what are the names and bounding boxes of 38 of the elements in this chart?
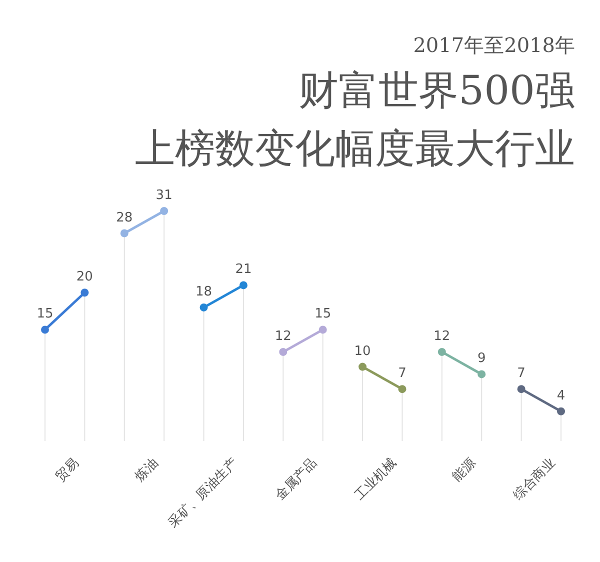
x-tick-label: 贸易 bbox=[53, 456, 82, 485]
point bbox=[200, 303, 208, 312]
data-label: 10 bbox=[354, 344, 371, 359]
data-label: 31 bbox=[156, 188, 172, 203]
x-tick-label: 综合商业 bbox=[510, 456, 558, 504]
x-tick-label: 采矿、原油生产 bbox=[166, 456, 241, 531]
data-label: 12 bbox=[434, 328, 450, 344]
x-tick-label: 工业机械 bbox=[352, 456, 400, 504]
chart-subtitle: 上榜数变化幅度最大行业 bbox=[135, 126, 575, 172]
point bbox=[438, 348, 446, 356]
point bbox=[160, 207, 168, 215]
point bbox=[80, 288, 89, 297]
point bbox=[358, 362, 367, 371]
data-label: 18 bbox=[195, 284, 212, 300]
text: 2017年至2018年 bbox=[413, 33, 575, 57]
point bbox=[41, 326, 49, 334]
point bbox=[398, 385, 406, 394]
chart-title: 财富世界500强 bbox=[298, 68, 575, 114]
x-tick-label: 能源 bbox=[450, 456, 479, 485]
data-label: 7 bbox=[517, 366, 526, 382]
data-label: 20 bbox=[76, 270, 93, 285]
point bbox=[318, 326, 327, 334]
point bbox=[478, 370, 486, 378]
point bbox=[239, 281, 248, 290]
data-label: 12 bbox=[274, 328, 292, 344]
x-tick-label: 金属产品 bbox=[272, 456, 320, 504]
data-label: 15 bbox=[314, 306, 332, 322]
point bbox=[517, 385, 526, 394]
point bbox=[557, 407, 565, 416]
point bbox=[279, 348, 288, 356]
data-label: 9 bbox=[477, 351, 486, 366]
data-label: 15 bbox=[36, 306, 54, 322]
data-label: 7 bbox=[398, 366, 406, 382]
data-label: 21 bbox=[235, 262, 252, 278]
x-tick-label: 炼油 bbox=[132, 456, 162, 485]
data-label: 28 bbox=[116, 210, 133, 226]
point bbox=[120, 229, 128, 238]
data-label: 4 bbox=[556, 388, 566, 404]
